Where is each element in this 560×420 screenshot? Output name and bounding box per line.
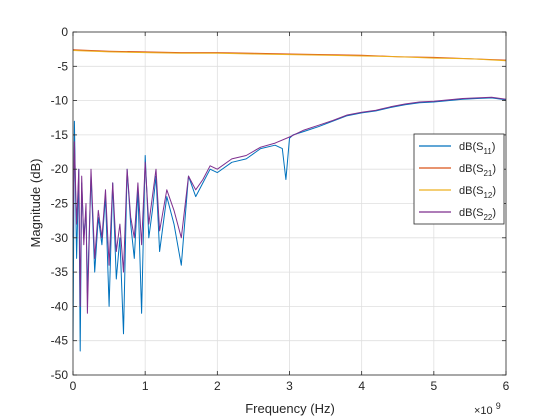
y-tick-label: -40 [51,299,69,313]
x-tick-label: 6 [503,379,510,393]
legend: dB(S11) dB(S21) dB(S12) dB(S22) [413,133,505,225]
x-tick-label: 3 [286,379,293,393]
series-line-db-s11- [72,97,507,352]
legend-label: dB(S21) [459,163,496,178]
x-axis-label: Frequency (Hz) [245,401,335,416]
x-tick-label: 4 [358,379,365,393]
y-tick-label: -30 [51,231,69,245]
y-tick-label: -5 [57,59,68,73]
series-lines [72,49,507,352]
y-tick-label: 0 [61,25,68,39]
legend-entries: dB(S11) dB(S21) dB(S12) dB(S22) [419,141,496,222]
legend-box [413,133,505,225]
x-axis-exponent-power: 9 [496,401,501,411]
legend-label: dB(S12) [459,185,496,200]
y-tick-label: -45 [51,334,69,348]
series-line-db-s12- [72,50,507,62]
x-tick-label: 1 [142,379,149,393]
legend-label: dB(S11) [459,141,495,156]
x-axis-exponent: ×10 9 [474,401,501,417]
ticks: 0 1 2 3 4 5 6 0 -5 -10 -15 -20 -25 -30 -35 -40 -45 -50 [51,25,510,393]
x-tick-label: 2 [214,379,221,393]
legend-label: dB(S22) [459,207,496,222]
y-tick-label: -10 [51,94,69,108]
x-tick-label: 5 [430,379,437,393]
series-line-db-s22- [72,96,507,314]
series-line-db-s21- [72,49,507,61]
x-axis-exponent-base: ×10 [474,405,493,417]
y-tick-label: -50 [51,368,69,382]
y-tick-label: -20 [51,162,69,176]
y-tick-label: -35 [51,265,69,279]
y-tick-label: -15 [51,128,69,142]
y-axis-label: Magnitude (dB) [28,159,43,248]
y-tick-label: -25 [51,197,69,211]
x-tick-label: 0 [70,379,77,393]
